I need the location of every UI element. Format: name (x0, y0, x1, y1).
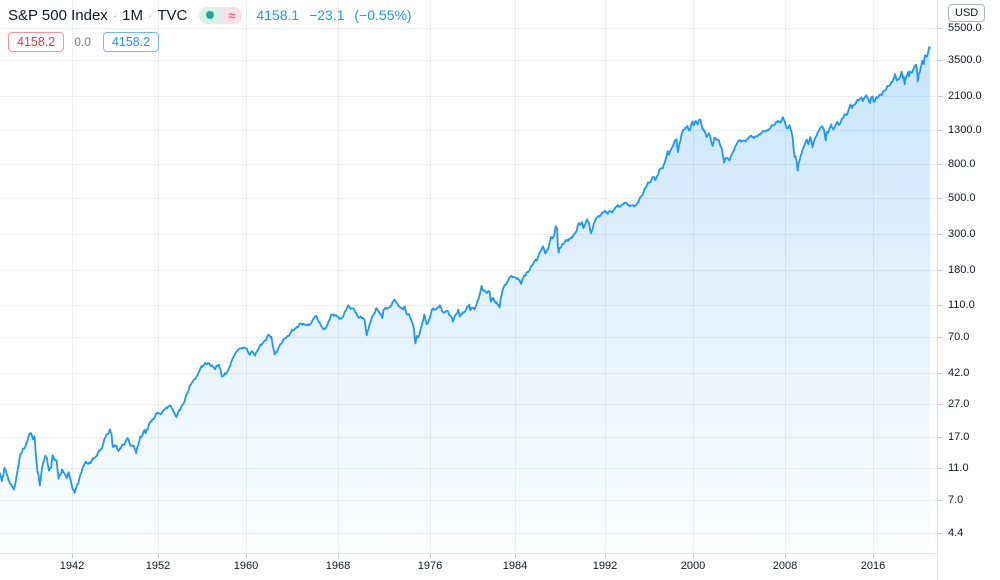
price-axis-tick (938, 437, 943, 438)
time-axis-label: 1992 (592, 560, 618, 572)
time-axis-label: 1984 (502, 560, 528, 572)
approx-data-icon: ≈ (221, 6, 243, 24)
price-axis-label: 70.0 (948, 331, 970, 343)
chart-canvas[interactable] (0, 0, 937, 553)
time-axis-tick (72, 554, 73, 558)
price-axis-tick (938, 270, 943, 271)
sell-button[interactable]: 4158.2 (8, 31, 65, 52)
order-panel: 4158.2 0.0 4158.2 (8, 31, 418, 52)
price-axis-label: 11.0 (948, 462, 969, 474)
data-status-markers[interactable]: ≈ (199, 6, 243, 24)
symbol-row: S&P 500 Index · 1M · TVC ≈ 4158.1 −23.1 … (8, 5, 418, 25)
time-axis-tick (158, 554, 159, 558)
separator-dot: · (148, 7, 153, 23)
time-axis-tick (338, 554, 339, 558)
price-axis-label: 300.0 (948, 228, 976, 240)
price-axis-label: 27.0 (948, 398, 970, 410)
time-axis-tick (515, 554, 516, 558)
price-line (0, 46, 931, 494)
time-axis-tick (785, 554, 786, 558)
time-axis-tick (693, 554, 694, 558)
price-axis-tick (938, 28, 943, 29)
symbol-title[interactable]: S&P 500 Index (8, 6, 108, 24)
price-axis-tick (938, 96, 943, 97)
price-axis-tick (938, 130, 943, 131)
price-axis-tick (938, 373, 943, 374)
spread-value: 0.0 (74, 34, 91, 49)
price-axis-label: 500.0 (948, 192, 976, 204)
price-axis-label: 2100.0 (948, 90, 982, 102)
price-axis-label: 5500.0 (948, 22, 982, 34)
price-axis-tick (938, 234, 943, 235)
price-axis-tick (938, 500, 943, 501)
time-axis-label: 1942 (59, 560, 85, 572)
price-axis-label: 1300.0 (948, 124, 982, 136)
time-axis-label: 2008 (772, 560, 798, 572)
price-axis-label: 17.0 (948, 431, 970, 443)
price-axis-tick (938, 337, 943, 338)
price-axis-label: 4.4 (948, 527, 964, 539)
price-axis-tick (938, 404, 943, 405)
price-axis-label: 180.0 (948, 264, 976, 276)
realtime-dot-icon (199, 6, 222, 24)
price-axis-label: 110.0 (948, 299, 975, 311)
time-axis-tick (605, 554, 606, 558)
price-axis-tick (938, 198, 943, 199)
buy-button[interactable]: 4158.2 (102, 31, 160, 52)
price-axis-tick (938, 533, 943, 534)
price-axis[interactable]: USD 5500.0 3500.0 2100.0 1300.0 800.0 500.0 30… (937, 0, 1000, 580)
price-axis-label: 42.0 (948, 367, 970, 379)
time-axis-label: 1952 (145, 560, 171, 572)
time-axis-tick (430, 554, 431, 558)
price-axis-label: 800.0 (948, 158, 976, 170)
separator-dot: · (112, 7, 118, 23)
price-axis-tick (938, 305, 943, 306)
exchange-label[interactable]: TVC (157, 6, 188, 24)
time-axis-label: 1968 (325, 560, 351, 572)
price-change-percent: (−0.55%) (354, 7, 412, 23)
price-axis-tick (938, 468, 943, 469)
currency-badge[interactable]: USD (948, 4, 986, 22)
dot-icon (206, 11, 215, 19)
quote-values: 4158.1 −23.1 (−0.55%) (256, 7, 417, 23)
price-axis-tick (938, 60, 943, 61)
time-axis[interactable]: 1942 1952 1960 1968 1976 1984 1992 2000 2008 2016 (0, 553, 1000, 580)
time-axis-label: 2000 (680, 560, 706, 572)
price-axis-label: 3500.0 (948, 54, 982, 66)
chart-legend: S&P 500 Index · 1M · TVC ≈ 4158.1 −23.1 … (8, 5, 418, 52)
price-axis-label: 7.0 (948, 494, 964, 506)
area-fill (0, 47, 930, 553)
price-change: −23.1 (309, 7, 345, 23)
last-price: 4158.1 (256, 7, 300, 23)
time-axis-label: 1960 (233, 560, 259, 572)
time-axis-tick (246, 554, 247, 558)
interval-label[interactable]: 1M (122, 6, 143, 24)
time-axis-label: 1976 (417, 560, 443, 572)
time-axis-tick (873, 554, 874, 558)
time-axis-label: 2016 (860, 560, 886, 572)
price-axis-tick (938, 164, 943, 165)
